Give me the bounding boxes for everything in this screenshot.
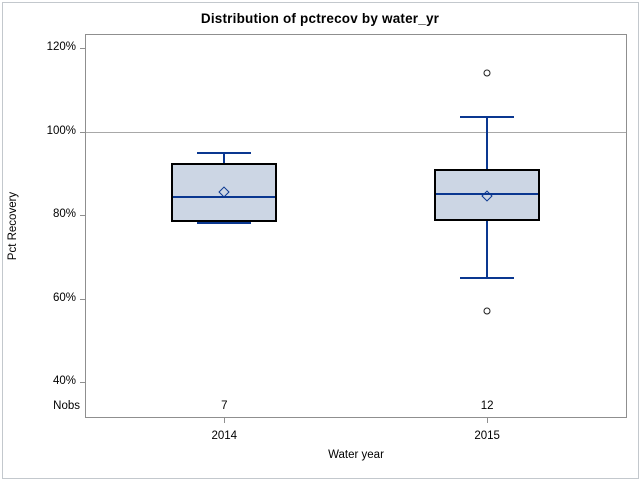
median-line [436, 193, 539, 196]
y-axis-tick-label: 40% [52, 375, 76, 388]
x-axis-category-label: 2014 [211, 430, 238, 442]
whisker-cap-high [197, 151, 252, 154]
whisker-cap-high [460, 116, 515, 119]
y-axis-tick [80, 48, 85, 50]
median-line [173, 195, 276, 198]
chart-title: Distribution of pctrecov by water_yr [200, 11, 440, 26]
y-axis-tick-label: 80% [52, 208, 76, 221]
whisker-cap-low [460, 276, 515, 279]
nobs-row-label: Nobs [53, 400, 80, 412]
outlier-point [483, 307, 491, 315]
y-axis-title: Pct Recovery [7, 191, 19, 261]
nobs-value: 7 [221, 400, 228, 412]
whisker-cap-low [197, 222, 252, 225]
y-axis-tick [80, 382, 85, 384]
y-axis-tick [80, 215, 85, 217]
x-axis-title: Water year [328, 449, 384, 461]
reference-line-100pct [86, 131, 626, 133]
box-iqr [171, 162, 278, 223]
nobs-value: 12 [480, 400, 494, 412]
y-axis-tick-label: 120% [46, 41, 76, 54]
y-axis-tick-label: 60% [52, 291, 76, 304]
y-axis-tick [80, 131, 85, 133]
x-axis-category-label: 2015 [474, 430, 500, 442]
outlier-point [483, 69, 491, 77]
y-axis-tick-label: 100% [46, 124, 76, 137]
x-axis-tick [224, 418, 226, 423]
y-axis-tick [80, 298, 85, 300]
x-axis-tick [487, 418, 489, 423]
plot-area [85, 34, 627, 418]
